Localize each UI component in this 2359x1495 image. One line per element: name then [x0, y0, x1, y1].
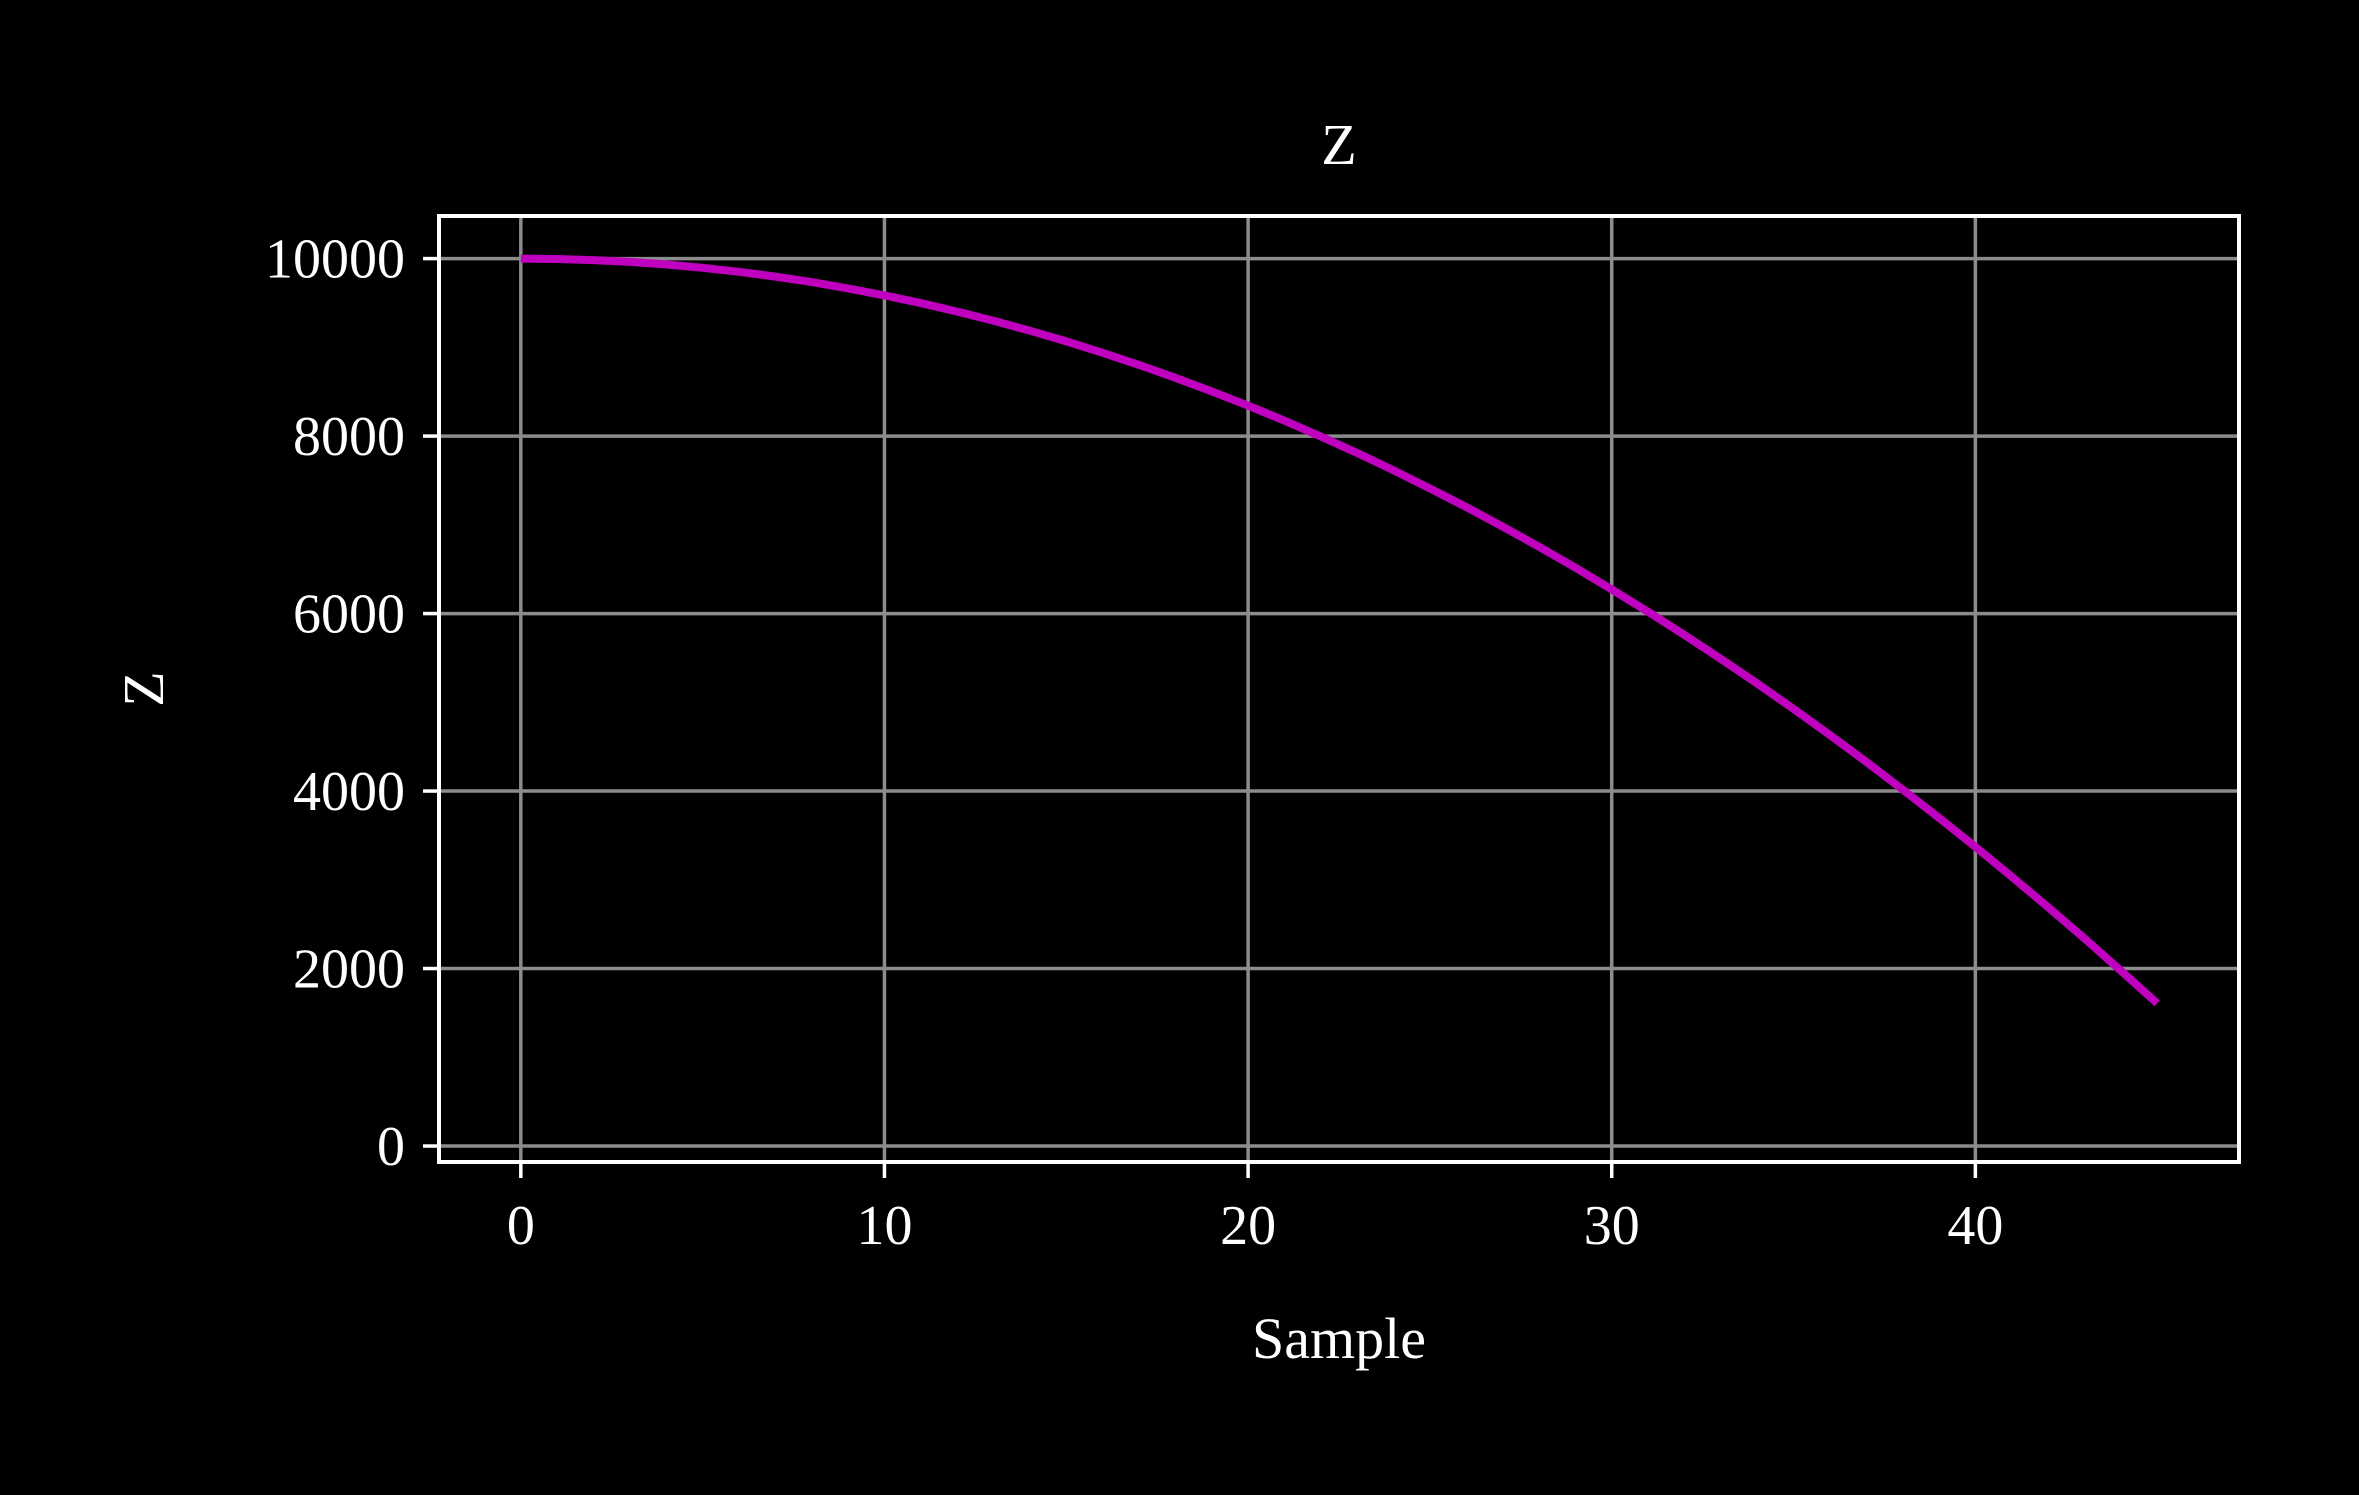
grid [439, 216, 2239, 1162]
y-tick-label: 0 [377, 1116, 405, 1178]
x-tick-label: 0 [507, 1195, 535, 1257]
y-tick-label: 8000 [293, 406, 405, 468]
ticks: 0 10 20 30 40 0 2000 4000 6000 8000 10000 [265, 229, 2003, 1257]
series-layer [520, 254, 2160, 1007]
x-tick-label: 10 [856, 1195, 912, 1257]
x-tick-label: 20 [1220, 1195, 1276, 1257]
series-line [520, 254, 2160, 1007]
x-axis-label: Sample [1252, 1306, 1426, 1371]
chart-title: Z [1321, 112, 1356, 177]
x-tick-label: 30 [1584, 1195, 1640, 1257]
y-axis-label: Z [111, 671, 176, 706]
plot-frame [437, 214, 2241, 1164]
y-tick-label: 10000 [265, 229, 405, 291]
x-tick-label: 40 [1947, 1195, 2003, 1257]
y-tick-label: 6000 [293, 584, 405, 646]
y-tick-label: 2000 [293, 939, 405, 1001]
y-tick-label: 4000 [293, 761, 405, 823]
